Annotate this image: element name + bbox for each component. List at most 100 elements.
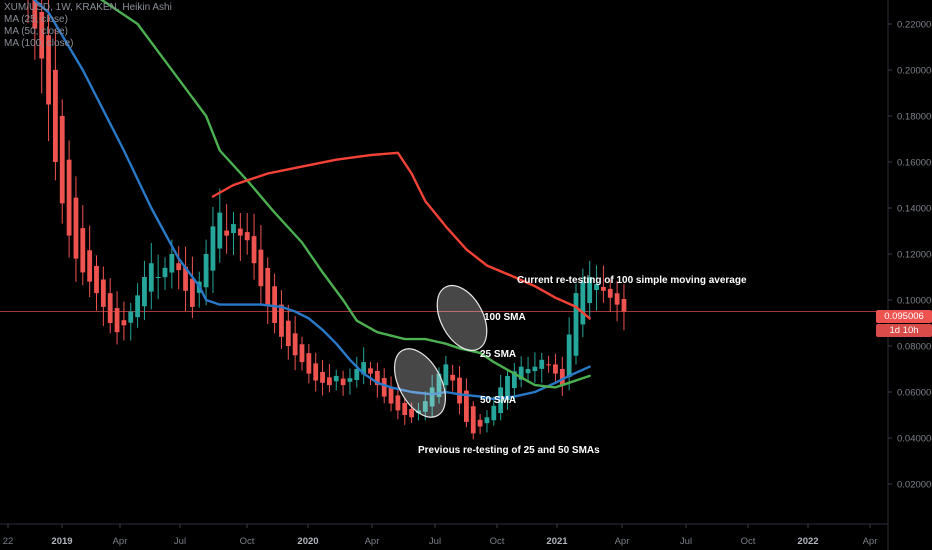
x-tick-label-11: Jul — [680, 536, 692, 547]
candle-body — [80, 228, 86, 273]
candle-body — [183, 266, 188, 291]
candle-body — [258, 249, 264, 287]
x-tick-label-1: 2019 — [51, 536, 72, 547]
candle-body — [107, 293, 113, 323]
x-tick-label-14: Apr — [863, 536, 878, 547]
candle-body — [121, 320, 127, 326]
candle-body — [601, 286, 606, 291]
y-tick-label-10: 0.220000 — [897, 20, 932, 31]
x-tick-label-4: Oct — [240, 536, 255, 547]
candle-body — [354, 369, 360, 381]
current-price-badge: 0.095006 — [876, 310, 932, 323]
x-tick-label-2: Apr — [113, 536, 128, 547]
candle-body — [518, 366, 524, 380]
annotation-50-sma: 50 SMA — [480, 395, 516, 406]
candle-body — [580, 281, 586, 325]
candle-body — [525, 369, 531, 374]
candle-body — [409, 408, 414, 418]
candle-body — [388, 387, 394, 404]
x-tick-label-8: Oct — [490, 536, 505, 547]
candle-body — [46, 35, 51, 105]
candle-body — [135, 295, 140, 318]
candle-body — [587, 277, 593, 304]
candle-body — [511, 371, 517, 389]
annotation-25-sma: 25 SMA — [480, 349, 516, 360]
candle-body — [429, 387, 435, 407]
candle-body — [368, 368, 373, 374]
candle-body — [114, 308, 120, 333]
candle-body — [203, 254, 209, 288]
x-tick-label-7: Jul — [429, 536, 441, 547]
sma100-line — [211, 151, 591, 320]
candle-body — [87, 250, 93, 282]
candle-body — [607, 288, 613, 298]
candle-body — [32, 0, 38, 29]
highlight-current-retest — [436, 284, 488, 352]
candle-body — [532, 366, 538, 372]
candle-body — [505, 375, 510, 401]
candle-body — [53, 69, 58, 162]
candle-body — [443, 364, 449, 386]
candle-body — [374, 370, 380, 386]
candle-body — [285, 320, 291, 346]
x-tick-label-0: 22 — [3, 536, 14, 547]
candle-body — [416, 410, 421, 414]
candle-body — [279, 304, 284, 337]
x-tick-label-3: Jul — [174, 536, 186, 547]
candle-body — [381, 378, 387, 397]
candle-body — [361, 362, 367, 375]
x-tick-label-12: Oct — [741, 536, 756, 547]
legend-ma25: MA (25, close) — [4, 14, 68, 25]
candle-body — [190, 278, 195, 307]
candle-body — [94, 265, 99, 294]
candle-body — [491, 405, 497, 421]
candle-body — [306, 353, 312, 374]
candle-body — [347, 378, 353, 382]
candle-body — [320, 371, 325, 383]
candle-body — [340, 378, 346, 386]
candle-body — [546, 364, 551, 366]
candle-body — [614, 293, 620, 305]
sma25-line — [32, 0, 591, 401]
highlight-previous-retest — [393, 348, 447, 418]
candle-body — [231, 224, 236, 234]
candle-body — [299, 344, 305, 363]
candle-body — [142, 277, 147, 307]
candle-body — [450, 374, 456, 381]
candle-body — [100, 279, 106, 307]
candle-body — [327, 377, 332, 386]
candle-body — [224, 230, 230, 236]
candle-body — [566, 334, 572, 378]
candle-body — [162, 267, 168, 278]
x-tick-label-6: Apr — [365, 536, 380, 547]
candle-body — [39, 11, 45, 59]
candle-body — [148, 263, 154, 292]
candle-body — [59, 115, 65, 204]
sma50-line — [99, 0, 591, 389]
candle-body — [422, 401, 428, 412]
candle-body — [539, 359, 545, 369]
candle-body — [402, 402, 408, 415]
annotation-previous-retest: Previous re-testing of 25 and 50 SMAs — [418, 445, 600, 456]
candle-body — [621, 298, 627, 312]
candle-body — [176, 263, 182, 271]
candle-body — [457, 377, 462, 404]
candle-body — [251, 236, 257, 264]
candle-body — [395, 395, 401, 411]
candle-body — [244, 232, 250, 241]
candle-body — [265, 267, 271, 305]
x-tick-label-9: 2021 — [546, 536, 568, 547]
bar-countdown-badge: 1d 10h — [876, 324, 932, 337]
x-tick-label-10: Apr — [615, 536, 630, 547]
candles — [27, 0, 627, 440]
legend-symbol: XUM/USD, 1W, KRAKEN, Heikin Ashi — [4, 2, 172, 13]
